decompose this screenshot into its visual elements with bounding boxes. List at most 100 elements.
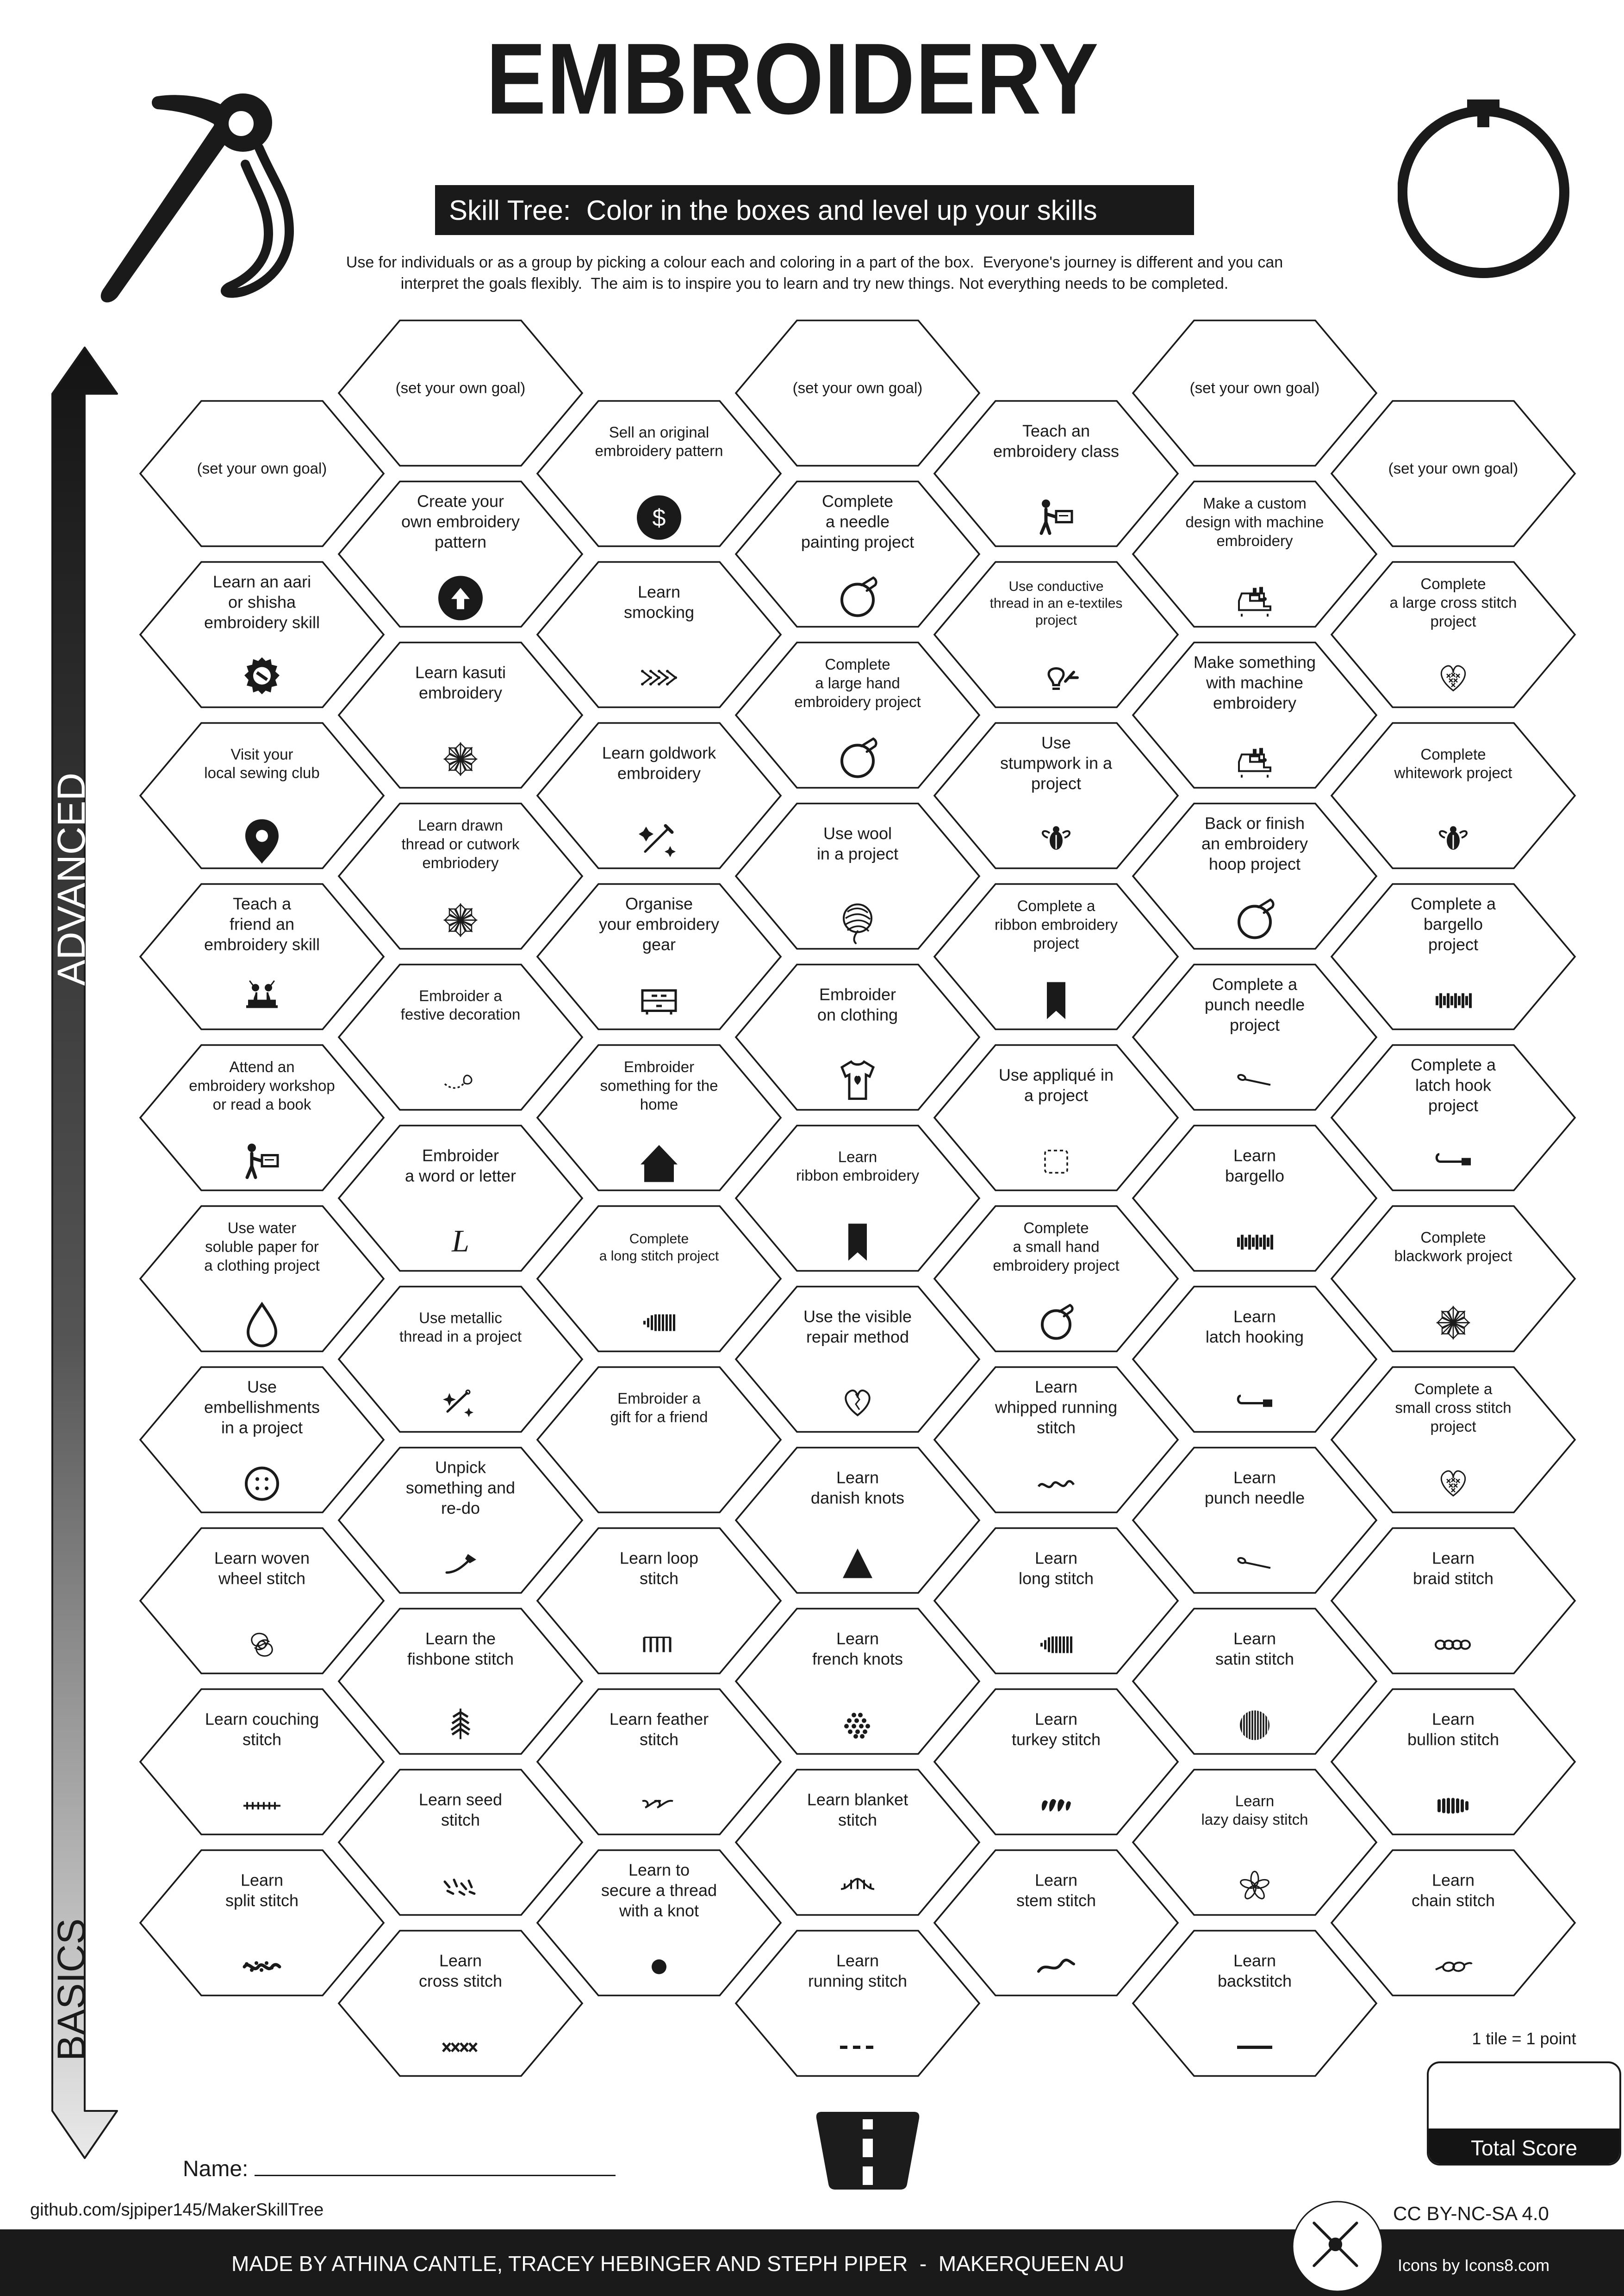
svg-text:Learn: Learn [836,1468,879,1487]
svg-text:L: L [451,1223,469,1259]
svg-text:Teach a: Teach a [233,894,292,913]
svg-text:fishbone stitch: fishbone stitch [407,1650,514,1669]
svg-text:Learn: Learn [1233,1146,1276,1165]
svg-text:bullion stitch: bullion stitch [1407,1730,1499,1749]
svg-text:embroidery workshop: embroidery workshop [189,1077,335,1094]
svg-text:project: project [1033,935,1079,952]
svg-text:hoop project: hoop project [1209,854,1300,873]
svg-text:Learn: Learn [1432,1710,1475,1729]
svg-text:Complete a: Complete a [1212,975,1298,994]
svg-text:Learn: Learn [1035,1710,1077,1729]
svg-text:stitch: stitch [441,1811,480,1830]
svg-text:Learn: Learn [1233,1468,1276,1487]
svg-text:friend an: friend an [230,915,294,934]
svg-text:Learn: Learn [1035,1378,1077,1396]
svg-text:project: project [1428,935,1478,954]
svg-text:Complete: Complete [822,492,893,511]
svg-text:Learn: Learn [1233,1951,1276,1970]
svg-text:in a project: in a project [221,1418,303,1437]
svg-text:Learn: Learn [836,1629,879,1648]
svg-text:Use conductive: Use conductive [1008,579,1103,594]
svg-text:embroidery project: embroidery project [794,693,921,710]
svg-text:stitch: stitch [243,1730,281,1749]
svg-text:cross stitch: cross stitch [419,1972,502,1991]
svg-text:a needle: a needle [826,512,890,531]
svg-text:a large cross stitch: a large cross stitch [1389,594,1517,611]
svg-text:embriodery: embriodery [422,854,499,871]
svg-text:latch hook: latch hook [1415,1076,1492,1095]
svg-text:local sewing club: local sewing club [204,764,319,782]
svg-text:embroidery: embroidery [1213,693,1296,712]
svg-text:(set your own goal): (set your own goal) [396,379,526,397]
svg-text:Learn feather: Learn feather [610,1710,709,1729]
svg-text:long stitch: long stitch [1019,1569,1094,1588]
svg-text:gear: gear [642,935,676,954]
svg-text:Complete: Complete [1420,745,1486,763]
svg-text:bargello: bargello [1424,915,1483,934]
svg-text:latch hooking: latch hooking [1206,1328,1304,1347]
svg-text:Create your: Create your [417,492,504,511]
svg-text:stitch: stitch [640,1569,678,1588]
svg-text:re-do: re-do [441,1498,480,1517]
svg-text:Make something: Make something [1194,653,1316,672]
svg-text:Sell an original: Sell an original [609,423,709,441]
svg-text:own embroidery: own embroidery [401,512,520,531]
svg-text:(set your own goal): (set your own goal) [197,460,327,477]
svg-text:project: project [1428,1096,1478,1115]
svg-text:on clothing: on clothing [817,1005,898,1024]
svg-text:Complete a: Complete a [1411,1055,1496,1074]
svg-text:embroidery project: embroidery project [993,1257,1119,1274]
svg-text:Learn: Learn [1235,1792,1274,1809]
svg-text:Learn: Learn [838,1148,877,1165]
svg-text:satin stitch: satin stitch [1215,1650,1294,1669]
svg-text:a small hand: a small hand [1013,1238,1099,1255]
svg-text:Learn: Learn [439,1951,482,1970]
svg-text:with machine: with machine [1206,673,1303,692]
svg-text:(set your own goal): (set your own goal) [1388,460,1518,477]
svg-text:Complete: Complete [1023,1219,1089,1236]
svg-text:Unpick: Unpick [435,1458,486,1477]
svg-text:gift for a friend: gift for a friend [610,1409,708,1426]
svg-text:a clothing project: a clothing project [204,1257,319,1274]
svg-text:Embroider a: Embroider a [617,1390,701,1407]
svg-text:Learn: Learn [1233,1629,1276,1648]
svg-text:an embroidery: an embroidery [1201,834,1308,853]
svg-text:running stitch: running stitch [808,1972,907,1991]
svg-text:Embroider: Embroider [819,985,896,1004]
svg-text:danish knots: danish knots [811,1489,904,1508]
svg-text:Learn seed: Learn seed [419,1790,502,1809]
svg-text:(set your own goal): (set your own goal) [1190,379,1320,397]
svg-text:project: project [1035,613,1077,628]
svg-text:Learn: Learn [1035,1871,1077,1890]
svg-text:ribbon embroidery: ribbon embroidery [796,1167,919,1184]
svg-text:Make a custom: Make a custom [1203,495,1307,512]
svg-text:Embroider a: Embroider a [419,987,502,1004]
svg-text:Complete: Complete [1420,1229,1486,1246]
svg-text:thread or cutwork: thread or cutwork [402,836,520,853]
svg-text:Learn goldwork: Learn goldwork [602,744,716,763]
svg-text:Learn: Learn [638,583,680,602]
svg-text:Learn drawn: Learn drawn [418,817,503,834]
svg-text:Learn kasuti: Learn kasuti [415,663,506,682]
svg-text:Visit your: Visit your [230,745,293,763]
svg-text:ribbon embroidery: ribbon embroidery [995,916,1118,933]
svg-text:small cross stitch: small cross stitch [1395,1399,1511,1416]
svg-text:project: project [1031,774,1081,793]
svg-text:stem stitch: stem stitch [1016,1891,1096,1910]
svg-text:stitch: stitch [1037,1418,1076,1437]
svg-text:a long stitch project: a long stitch project [599,1248,719,1264]
svg-text:braid stitch: braid stitch [1413,1569,1493,1588]
svg-text:repair method: repair method [806,1328,909,1347]
svg-text:embroidery skill: embroidery skill [204,935,320,954]
svg-text:Use water: Use water [228,1219,297,1236]
svg-text:Learn the: Learn the [425,1629,496,1648]
svg-text:Learn woven: Learn woven [214,1549,310,1568]
svg-text:painting project: painting project [801,532,914,551]
svg-text:Learn: Learn [1035,1549,1077,1568]
svg-text:punch needle: punch needle [1205,1489,1305,1508]
svg-text:embroidery pattern: embroidery pattern [595,442,723,459]
svg-text:embroidery skill: embroidery skill [204,613,320,632]
svg-text:Learn: Learn [1233,1307,1276,1326]
svg-text:a project: a project [1024,1086,1088,1105]
svg-text:embroidery: embroidery [617,764,701,783]
